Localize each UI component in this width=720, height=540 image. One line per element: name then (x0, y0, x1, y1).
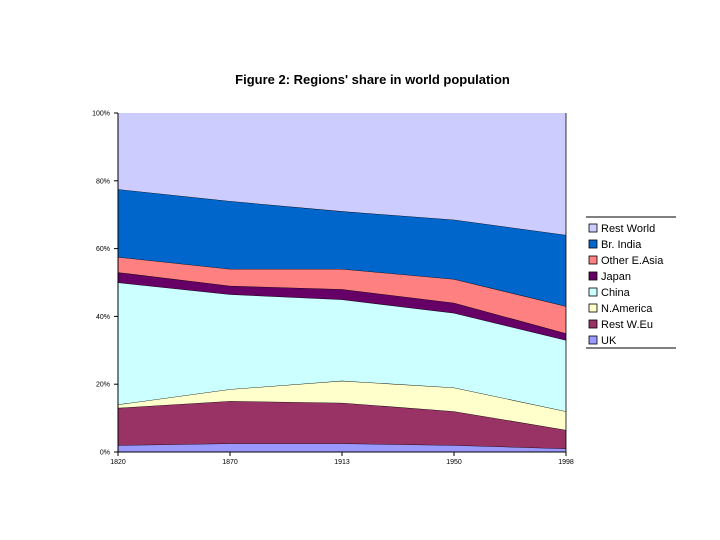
y-tick-label: 100% (92, 111, 110, 118)
legend-swatch-uk (588, 335, 598, 345)
legend-label-rest-world: Rest World (601, 223, 655, 235)
legend-swatch-rest-w-eu (588, 319, 598, 329)
x-tick-label: 1820 (110, 459, 126, 466)
y-axis: 0% 20% 40% 60% 80% 100% (92, 111, 118, 457)
areas-layer (117, 113, 567, 452)
legend-swatch-japan (588, 271, 598, 281)
legend-label-other-e-asia: Other E.Asia (601, 255, 664, 267)
legend-label-br-india: Br. India (601, 239, 642, 251)
x-tick-label: 1913 (334, 459, 350, 466)
legend-swatch-china (588, 287, 598, 297)
legend-swatch-rest-world (588, 223, 598, 233)
area-china (118, 282, 566, 412)
area-br-india (118, 189, 566, 307)
x-tick-label: 1998 (558, 459, 574, 466)
area-japan (118, 272, 566, 341)
legend-label-n-america: N.America (601, 303, 653, 315)
area-uk (118, 443, 566, 452)
chart-title: Figure 2: Regions' share in world popula… (235, 72, 510, 87)
area-other-e-asia (118, 257, 566, 334)
legend-label-rest-w-eu: Rest W.Eu (601, 319, 653, 331)
y-tick-label: 40% (96, 314, 110, 321)
legend-swatch-br-india (588, 239, 598, 249)
legend-swatch-other-e-asia (588, 255, 598, 265)
area-rest-w-eu (118, 401, 566, 449)
x-tick-label: 1950 (446, 459, 462, 466)
legend-swatch-n-america (588, 303, 598, 313)
y-tick-label: 60% (96, 246, 110, 253)
x-tick-label: 1870 (222, 459, 238, 466)
y-tick-label: 0% (100, 450, 110, 457)
area-n-america (118, 380, 566, 430)
legend-label-uk: UK (601, 335, 617, 347)
area-rest-world (118, 113, 566, 236)
legend-label-china: China (601, 287, 631, 299)
x-axis: 1820 1870 1913 1950 1998 (110, 452, 574, 466)
y-tick-label: 20% (96, 382, 110, 389)
legend: Rest World Br. India Other E.Asia Japan Chin… (586, 216, 676, 349)
y-tick-label: 80% (96, 178, 110, 185)
legend-label-japan: Japan (601, 271, 631, 283)
